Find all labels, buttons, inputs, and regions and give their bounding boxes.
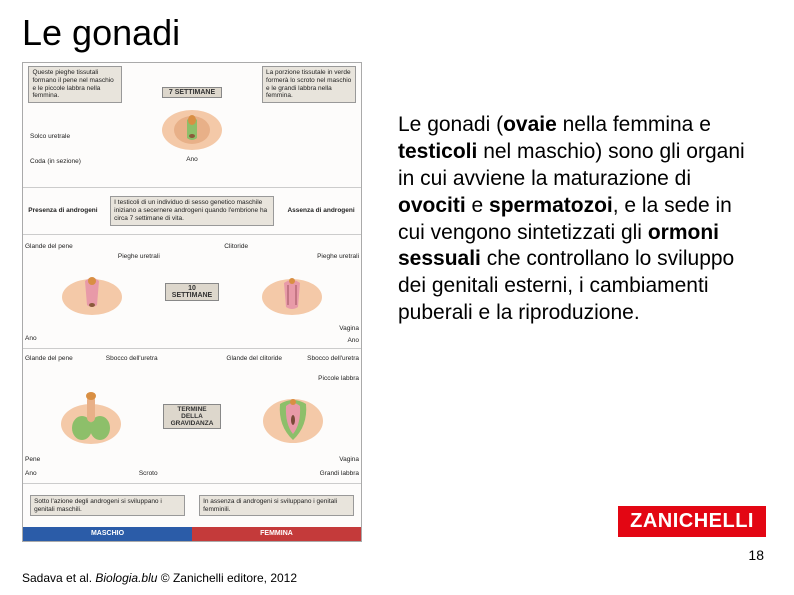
caption-androgeni: I testicoli di un individuo di sesso gen… (110, 196, 274, 225)
figure-row-5: Sotto l'azione degli androgeni si svilup… (23, 484, 361, 541)
label-piccole-labbra: Piccole labbra (318, 375, 359, 382)
citation-italic: Biologia.blu (95, 571, 157, 585)
citation-post: © Zanichelli editore, 2012 (157, 571, 297, 585)
text-4: e (466, 194, 489, 217)
caption-bottom-right: In assenza di androgeni si sviluppano i … (199, 495, 354, 517)
citation: Sadava et al. Biologia.blu © Zanichelli … (22, 571, 297, 585)
label-glande-pene-1: Glande del pene (25, 243, 73, 250)
bold-spermatozoi: spermatozoi (489, 194, 613, 217)
gender-bar: MASCHIO FEMMINA (23, 527, 361, 541)
page-number: 18 (748, 547, 764, 563)
stage-term: TERMINE DELLA GRAVIDANZA (163, 404, 222, 429)
label-coda: Coda (in sezione) (30, 158, 81, 165)
figure-row-1: Queste pieghe tissutali formano il pene … (23, 63, 361, 188)
caption-right-1: La porzione tissutale in verde formerà l… (262, 66, 356, 103)
figure-row-3: Glande del pene Ano Pieghe uretrali 10 S… (23, 235, 361, 349)
stage-7-weeks: 7 SETTIMANE (162, 87, 222, 98)
female-10w-diagram (257, 267, 327, 317)
label-scroto: Scroto (139, 470, 158, 477)
page-title: Le gonadi (22, 12, 180, 54)
text-2: nella femmina e (557, 113, 711, 136)
male-term-diagram (56, 386, 126, 446)
label-ano-f10: Ano (347, 337, 359, 344)
label-pene: Pene (25, 456, 40, 463)
bold-ovaie: ovaie (503, 113, 557, 136)
label-pieghe-f: Pieghe uretrali (317, 253, 359, 260)
label-grandi-labbra: Grandi labbra (320, 470, 359, 477)
label-sbocco-f: Sbocco dell'uretra (307, 355, 359, 362)
text-1: Le gonadi ( (398, 113, 503, 136)
embryo-7w-diagram (157, 102, 227, 152)
label-vagina-2: Vagina (339, 456, 359, 463)
figure-row-2: Presenza di androgeni I testicoli di un … (23, 188, 361, 235)
label-clitoride-1: Clitoride (224, 243, 248, 250)
zanichelli-logo: ZANICHELLI (618, 506, 766, 537)
label-vagina-1: Vagina (339, 325, 359, 332)
label-glande-pene-2: Glande del pene (25, 355, 73, 362)
label-solco: Solco uretrale (30, 133, 70, 140)
female-term-diagram (258, 386, 328, 446)
label-sbocco-m: Sbocco dell'uretra (106, 355, 158, 362)
caption-bottom-left: Sotto l'azione degli androgeni si svilup… (30, 495, 185, 517)
citation-pre: Sadava et al. (22, 571, 95, 585)
male-10w-diagram (57, 267, 127, 317)
caption-left-1: Queste pieghe tissutali formano il pene … (28, 66, 122, 103)
label-assenza: Assenza di androgeni (287, 207, 354, 214)
body-text: Le gonadi (ovaie nella femmina e testico… (398, 112, 758, 327)
figure-row-4: Glande del pene Sbocco dell'uretra Pene … (23, 349, 361, 484)
label-presenza: Presenza di androgeni (28, 207, 97, 214)
anatomy-figure: Queste pieghe tissutali formano il pene … (22, 62, 362, 542)
label-ano-mt: Ano (25, 470, 37, 477)
bold-ovociti: ovociti (398, 194, 466, 217)
maschio-label: MASCHIO (23, 527, 192, 541)
label-pieghe-m: Pieghe uretrali (118, 253, 160, 260)
femmina-label: FEMMINA (192, 527, 361, 541)
label-ano-m10: Ano (25, 335, 37, 342)
label-ano-1: Ano (186, 156, 198, 163)
bold-testicoli: testicoli (398, 140, 477, 163)
label-glande-clit: Glande del clitoride (226, 355, 282, 362)
stage-10-weeks: 10 SETTIMANE (165, 283, 219, 301)
